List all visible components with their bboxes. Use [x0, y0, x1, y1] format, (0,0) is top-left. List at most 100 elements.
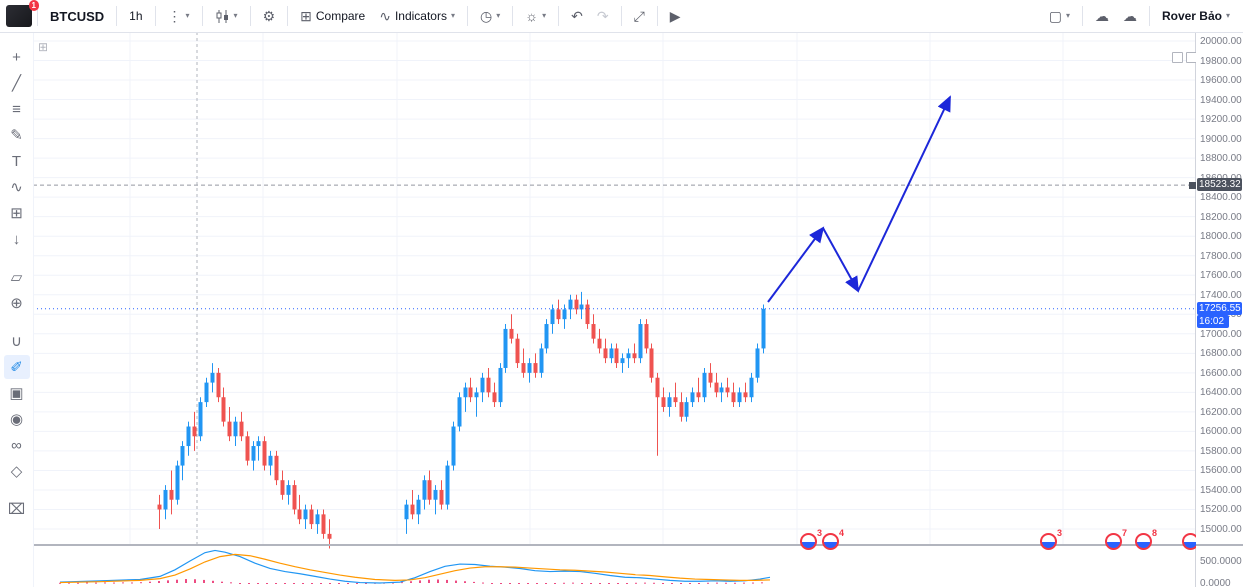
trash-tool[interactable]: ⌧ — [7, 501, 26, 518]
toolbar-separator — [620, 6, 622, 26]
load-chart-button[interactable]: ☁ — [1088, 3, 1116, 29]
username-label: Rover Bảo — [1161, 9, 1222, 23]
counter-price-label: 18523.32 — [1189, 178, 1242, 192]
compare-button[interactable]: ⊞ Compare — [293, 3, 372, 29]
left-toolbar: + ╱ ≡ ✎ T ∿ ⊞ ↓ ▱ ⊕ ∪ ✐ ▣ ◉ ∞ ◇ ⌧ — [0, 32, 34, 587]
price-tick: 17400.00 — [1200, 289, 1242, 301]
price-tick: 15800.00 — [1200, 445, 1242, 457]
legend-expand-icon[interactable]: ⊞ — [38, 40, 49, 54]
chevron-down-icon: ▾ — [450, 11, 455, 20]
kebab-icon: ⋮ — [167, 8, 182, 24]
price-tick: 19400.00 — [1200, 94, 1242, 106]
pane-separator[interactable] — [1196, 544, 1243, 546]
price-tick: 18800.00 — [1200, 153, 1242, 165]
settings-button[interactable]: ⚙ — [256, 3, 283, 29]
undo-button[interactable]: ↶ — [564, 3, 590, 29]
play-icon: ▶ — [669, 8, 681, 24]
indicators-button[interactable]: ∿ Indicators ▾ — [372, 3, 462, 29]
compare-label: Compare — [315, 9, 366, 23]
redo-icon: ↷ — [596, 8, 609, 24]
toolbar-separator — [1148, 6, 1150, 26]
price-tick: 16800.00 — [1200, 348, 1242, 360]
price-tick: 19200.00 — [1200, 114, 1242, 126]
main-area: + ╱ ≡ ✎ T ∿ ⊞ ↓ ▱ ⊕ ∪ ✐ ▣ ◉ ∞ ◇ ⌧ ⊞ 3 4 3 7 8 5 18523.32 1725… — [0, 32, 1243, 587]
idea-bubble[interactable]: 5 — [1182, 533, 1196, 550]
fib-retracement-tool[interactable]: ≡ — [12, 100, 21, 118]
idea-bubble[interactable]: 7 — [1105, 528, 1127, 550]
price-tick: 16000.00 — [1200, 426, 1242, 438]
pane-minimize-icon[interactable] — [1172, 52, 1183, 63]
crosshair-tool[interactable]: + — [12, 48, 21, 66]
toolbar-separator — [1081, 6, 1083, 26]
kebab-menu-button[interactable]: ⋮ ▾ — [161, 3, 197, 29]
chevron-down-icon: ▾ — [233, 11, 238, 20]
toolbar-separator — [201, 6, 203, 26]
fullscreen-button[interactable]: ⤢ — [627, 3, 652, 29]
chevron-down-icon: ▾ — [1225, 11, 1230, 20]
measure-tool[interactable]: ▱ — [10, 269, 23, 286]
chevron-down-icon: ▾ — [1065, 11, 1070, 20]
price-tick: 19000.00 — [1200, 133, 1242, 145]
chart-type-button[interactable]: ▾ — [208, 3, 245, 29]
price-tick: 17000.00 — [1200, 328, 1242, 340]
save-chart-button[interactable]: ☁ — [1116, 3, 1144, 29]
price-tick: 16400.00 — [1200, 387, 1242, 399]
drawing-pen-tool[interactable]: ✐ — [3, 355, 30, 379]
arrow-marker-tool[interactable]: ↓ — [12, 230, 21, 248]
trendline-tool[interactable]: ╱ — [11, 75, 22, 92]
pattern-tool[interactable]: ∿ — [10, 179, 23, 196]
replay-button[interactable]: ▶ — [663, 3, 688, 29]
chevron-down-icon: ▾ — [496, 11, 501, 20]
user-menu-button[interactable]: Rover Bảo ▾ — [1155, 3, 1237, 29]
notification-badge: 1 — [28, 0, 39, 11]
symbol-button[interactable]: BTCUSD — [43, 3, 111, 29]
text-tool[interactable]: T — [11, 152, 22, 170]
chevron-down-icon: ▾ — [185, 11, 190, 20]
ideas-button[interactable]: ☼ ▾ — [518, 3, 553, 29]
app-logo[interactable]: 1 — [6, 0, 39, 27]
gear-icon: ⚙ — [262, 8, 276, 24]
alert-button[interactable]: ◷ ▾ — [473, 3, 507, 29]
idea-bubble-count: 3 — [1056, 528, 1062, 538]
undo-icon: ↶ — [571, 8, 583, 24]
idea-bubble-count: 8 — [1151, 528, 1157, 538]
layout-button[interactable]: ▢ ▾ — [1042, 3, 1077, 29]
zoom-in-tool[interactable]: ⊕ — [10, 295, 23, 312]
link-tool[interactable]: ∞ — [11, 436, 22, 454]
price-tick: 20000.00 — [1200, 36, 1242, 47]
interval-button[interactable]: 1h — [122, 3, 149, 29]
remove-drawings-tool[interactable]: ◇ — [10, 463, 23, 480]
idea-bubble[interactable]: 3 — [1040, 528, 1062, 550]
compare-icon: ⊞ — [300, 8, 312, 24]
price-tick: 16200.00 — [1200, 406, 1242, 418]
cloud-upload-icon: ☁ — [1122, 8, 1137, 24]
toolbar-separator — [116, 6, 118, 26]
idea-bubble[interactable]: 3 — [800, 528, 822, 550]
toolbar-separator — [287, 6, 289, 26]
toolbar-separator — [558, 6, 560, 26]
indicator-tick: 0.0000 — [1200, 578, 1231, 587]
lock-all-tool[interactable]: ▣ — [9, 385, 24, 402]
toolbar-separator — [656, 6, 658, 26]
position-tool[interactable]: ⊞ — [10, 205, 23, 222]
price-tick: 17600.00 — [1200, 270, 1242, 282]
price-chart-svg[interactable] — [33, 32, 1196, 587]
idea-bubble[interactable]: 8 — [1135, 528, 1157, 550]
price-axis[interactable]: 18523.32 17256.55 16:02 20000.00 19800.00… — [1189, 32, 1243, 587]
chart-pane[interactable]: ⊞ 3 4 3 7 8 5 — [33, 32, 1196, 587]
indicators-icon: ∿ — [379, 8, 391, 24]
pane-maximize-icon[interactable] — [1186, 52, 1196, 63]
price-tick: 19600.00 — [1200, 75, 1242, 87]
price-tick: 17800.00 — [1200, 250, 1242, 262]
hide-all-tool[interactable]: ◉ — [9, 411, 24, 428]
indicator-tick: 500.0000 — [1200, 556, 1242, 567]
idea-bubble-count: 7 — [1121, 528, 1127, 538]
last-price-label: 17256.55 — [1197, 301, 1242, 315]
redo-button[interactable]: ↷ — [590, 3, 616, 29]
idea-bubble[interactable]: 4 — [822, 528, 844, 550]
magnet-tool[interactable]: ∪ — [11, 333, 22, 350]
price-tick: 18400.00 — [1200, 192, 1242, 204]
brush-tool[interactable]: ✎ — [10, 127, 23, 144]
toolbar-separator — [37, 6, 38, 26]
price-tick: 15000.00 — [1200, 524, 1242, 535]
